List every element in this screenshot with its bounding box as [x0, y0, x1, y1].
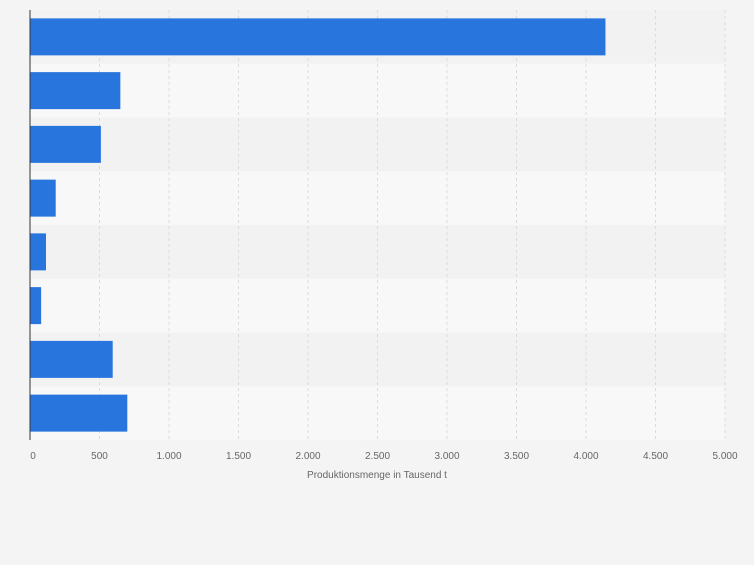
- x-tick-label: 5.000: [712, 451, 737, 462]
- bar[interactable]: [30, 233, 46, 271]
- bar[interactable]: [30, 72, 121, 110]
- x-tick-label: 4.500: [643, 451, 668, 462]
- bars: [30, 18, 606, 432]
- bar[interactable]: [30, 394, 128, 432]
- bar[interactable]: [30, 179, 56, 217]
- x-tick-label: 3.000: [434, 451, 459, 462]
- bar[interactable]: [30, 125, 101, 163]
- x-tick-label: 1.500: [226, 451, 251, 462]
- x-tick-label: 2.000: [295, 451, 320, 462]
- bar[interactable]: [30, 18, 606, 56]
- x-tick-label: 500: [91, 451, 108, 462]
- x-tick-labels: 0 500 1.000 1.500 2.000 2.500 3.000 3.500 4.000 4…: [30, 451, 738, 462]
- row-bands: [30, 10, 725, 440]
- x-tick-label: 3.500: [504, 451, 529, 462]
- x-tick-label: 4.000: [573, 451, 598, 462]
- bar[interactable]: [30, 340, 113, 378]
- x-tick-label: 1.000: [156, 451, 181, 462]
- bar[interactable]: [30, 287, 42, 325]
- x-tick-label: 2.500: [365, 451, 390, 462]
- x-tick-label: 0: [30, 451, 36, 462]
- x-axis-label: Produktionsmenge in Tausend t: [307, 470, 447, 481]
